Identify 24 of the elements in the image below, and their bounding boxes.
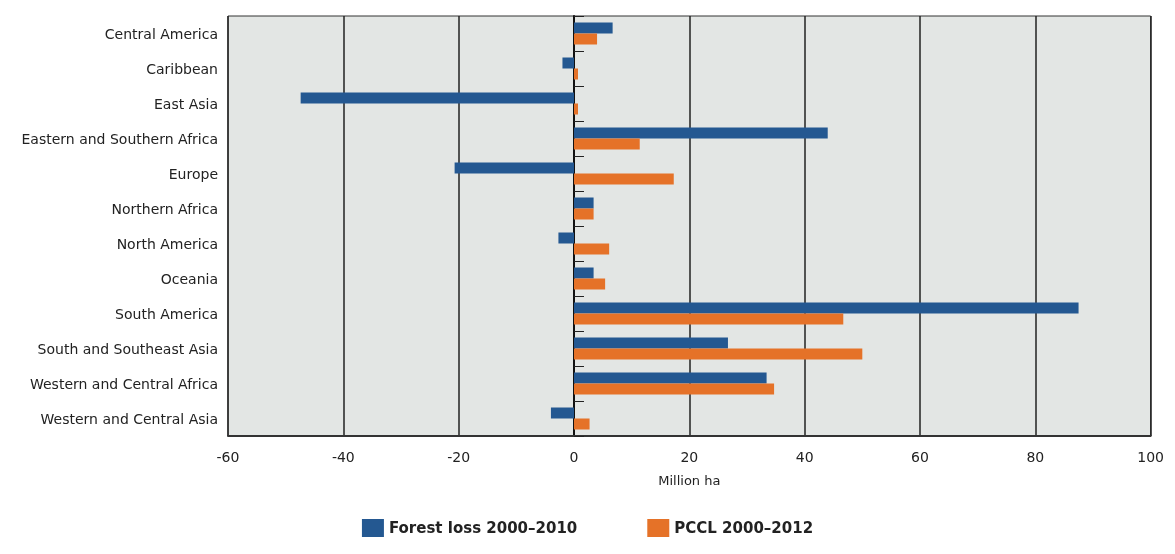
- x-tick-label: 40: [795, 449, 814, 465]
- legend-label: PCCL 2000–2012: [674, 519, 814, 537]
- y-tick-label: South America: [115, 305, 218, 322]
- y-tick-label: Caribbean: [146, 60, 218, 77]
- y-tick-label: Oceania: [160, 270, 218, 287]
- x-tick-label: 60: [911, 449, 929, 465]
- y-tick-label: Eastern and Southern Africa: [21, 130, 218, 147]
- x-tick-label: -20: [447, 449, 471, 465]
- x-tick-label: -60: [216, 449, 240, 465]
- y-tick-label: Western and Central Asia: [40, 410, 218, 427]
- x-tick-label: 100: [1137, 449, 1165, 465]
- x-axis-title: Million ha: [658, 473, 721, 488]
- y-tick-label: Northern Africa: [111, 200, 218, 217]
- x-tick-label: 20: [680, 449, 699, 465]
- y-tick-label: East Asia: [154, 95, 218, 112]
- legend-label: Forest loss 2000–2010: [388, 519, 578, 537]
- x-tick-label: 0: [569, 449, 579, 465]
- y-tick-label: North America: [116, 235, 218, 252]
- y-tick-label: Western and Central Africa: [29, 375, 218, 392]
- x-tick-label: -40: [331, 449, 355, 465]
- y-tick-label: South and Southeast Asia: [37, 340, 218, 357]
- y-tick-label: Central America: [104, 25, 218, 42]
- y-tick-label: Europe: [168, 165, 218, 182]
- x-tick-label: 80: [1026, 449, 1045, 465]
